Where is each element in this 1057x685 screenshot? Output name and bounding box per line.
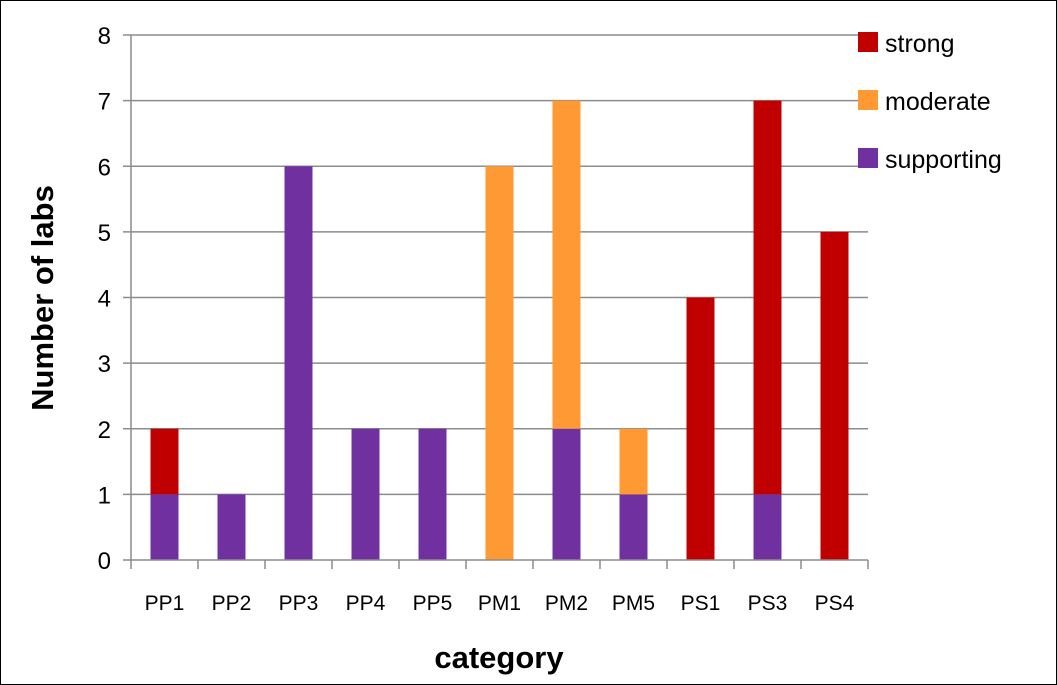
bar-segment-supporting-pp4 bbox=[351, 428, 380, 560]
x-tick-label: PP2 bbox=[212, 592, 252, 615]
x-tick-label: PM2 bbox=[545, 592, 588, 615]
legend-swatch-supporting bbox=[858, 148, 878, 168]
bar-segment-moderate-pm2 bbox=[552, 100, 581, 429]
axes bbox=[130, 35, 869, 569]
y-tick-label: 1 bbox=[98, 482, 111, 509]
legend-label-moderate: moderate bbox=[885, 88, 991, 116]
y-tick-label: 7 bbox=[98, 89, 111, 116]
x-tick-label: PS3 bbox=[748, 592, 788, 615]
y-axis-title: Number of labs bbox=[25, 185, 60, 411]
y-tick-label: 3 bbox=[98, 351, 111, 378]
x-tick-labels: PP1 PP2 PP3 PP4 PP5 PM1 PM2 PM5 PS1 PS3 PS4 bbox=[145, 592, 855, 615]
x-tick-label: PP1 bbox=[145, 592, 185, 615]
legend-swatch-moderate bbox=[858, 90, 878, 110]
x-tick-label: PP5 bbox=[413, 592, 453, 615]
y-tick-label: 6 bbox=[98, 154, 111, 181]
bar-segment-strong-ps3 bbox=[753, 100, 782, 495]
y-tick-label: 5 bbox=[98, 220, 111, 247]
x-tick-label: PM5 bbox=[612, 592, 655, 615]
x-tick-label: PP4 bbox=[346, 592, 386, 615]
bars bbox=[150, 100, 849, 560]
bar-segment-supporting-pp3 bbox=[284, 166, 313, 560]
x-axis-title: category bbox=[434, 640, 564, 675]
bar-segment-supporting-ps3 bbox=[753, 494, 782, 560]
bar-segment-supporting-pm2 bbox=[552, 428, 581, 560]
bar-segment-strong-ps1 bbox=[686, 297, 715, 560]
bar-segment-moderate-pm5 bbox=[619, 428, 648, 495]
bar-segment-strong-pp1 bbox=[150, 428, 179, 495]
x-tick-label: PP3 bbox=[279, 592, 319, 615]
legend-label-strong: strong bbox=[885, 30, 954, 58]
x-tick-label: PS1 bbox=[681, 592, 721, 615]
y-tick-label: 0 bbox=[98, 548, 111, 575]
y-tick-label: 2 bbox=[98, 417, 111, 444]
bar-segment-moderate-pm1 bbox=[485, 166, 514, 560]
y-tick-labels: 0 1 2 3 4 5 6 7 8 bbox=[98, 23, 111, 575]
legend-swatch-strong bbox=[858, 32, 878, 52]
y-tick-label: 4 bbox=[98, 286, 111, 313]
bar-segment-supporting-pp2 bbox=[217, 494, 246, 560]
bar-segment-strong-ps4 bbox=[820, 231, 849, 560]
bar-segment-supporting-pp5 bbox=[418, 428, 447, 560]
legend: strong moderate supporting bbox=[858, 30, 1002, 174]
bar-segment-supporting-pp1 bbox=[150, 494, 179, 560]
legend-label-supporting: supporting bbox=[885, 146, 1002, 174]
bar-segment-supporting-pm5 bbox=[619, 494, 648, 560]
x-tick-label: PS4 bbox=[815, 592, 855, 615]
x-tick-label: PM1 bbox=[478, 592, 521, 615]
y-tick-label: 8 bbox=[98, 23, 111, 50]
